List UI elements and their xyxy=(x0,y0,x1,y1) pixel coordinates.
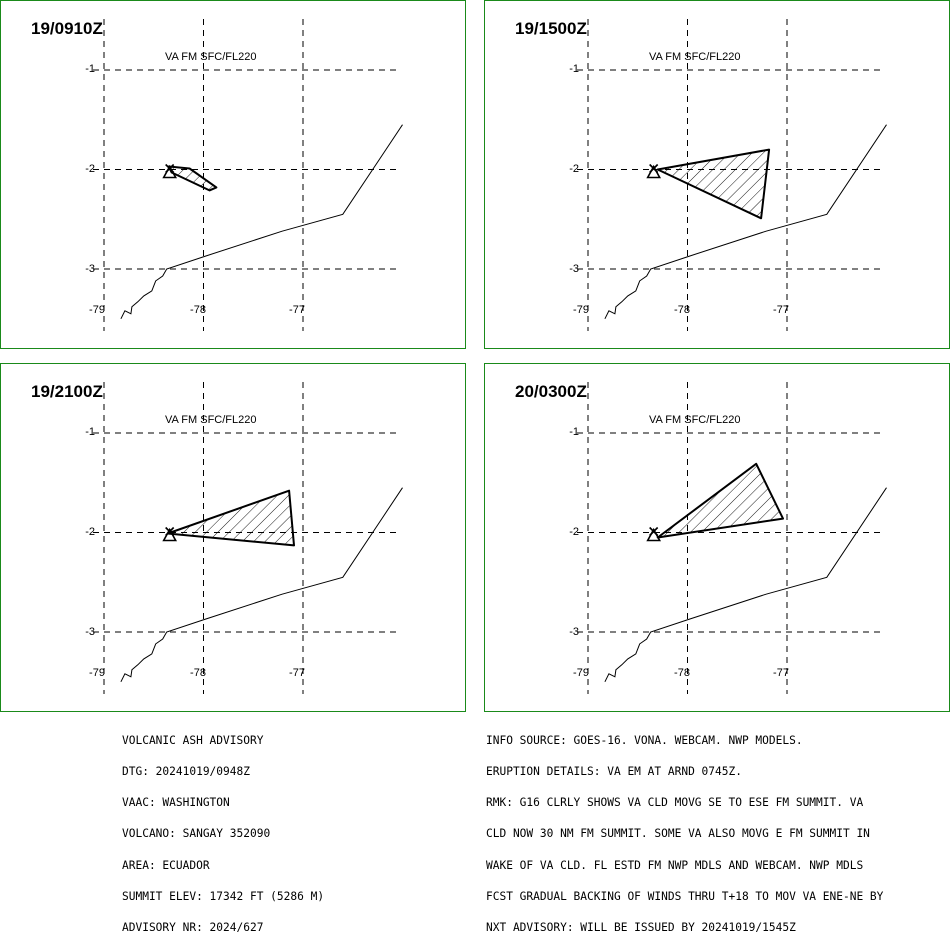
lat-tick-label: -1 xyxy=(85,426,95,438)
coastline xyxy=(604,487,887,683)
forecast-panel-0910: 19/0910Z VA FM SFC/FL220 -1 -2 -3 -79 -7… xyxy=(0,0,466,349)
lon-tick-label: -78 xyxy=(674,304,690,316)
lat-tick-label: -3 xyxy=(85,626,95,638)
lon-tick-label: -79 xyxy=(89,667,105,679)
lon-tick-label: -79 xyxy=(573,667,589,679)
lat-tick-label: -1 xyxy=(569,426,579,438)
forecast-panel-2100: 19/2100Z VA FM SFC/FL220 -1 -2 -3 -79 -7… xyxy=(0,363,466,712)
lon-tick-label: -77 xyxy=(773,667,789,679)
lat-tick-label: -2 xyxy=(85,526,95,538)
map-area xyxy=(93,19,403,331)
panel-time-label: 20/0300Z xyxy=(515,382,587,401)
lat-tick-label: -2 xyxy=(569,163,579,175)
x-stroke xyxy=(649,526,659,537)
panel-time-label: 19/1500Z xyxy=(515,19,587,38)
volcano-marker-icon xyxy=(162,526,178,542)
lat-tick-label: -2 xyxy=(85,163,95,175)
advisory-line: ADVISORY NR: 2024/627 xyxy=(122,921,264,935)
remark-line: NXT ADVISORY: WILL BE ISSUED BY 20241019… xyxy=(486,921,796,935)
map-area xyxy=(577,382,887,694)
advisory-line: DTG: 20241019/0948Z xyxy=(122,765,250,779)
ash-cloud-polygon xyxy=(656,462,784,539)
lon-tick-label: -77 xyxy=(289,667,305,679)
lat-tick-label: -3 xyxy=(569,626,579,638)
lon-tick-label: -79 xyxy=(89,304,105,316)
x-stroke xyxy=(165,526,175,537)
x-stroke xyxy=(165,163,175,174)
advisory-line: AREA: ECUADOR xyxy=(122,858,210,872)
remark-line: CLD NOW 30 NM FM SUMMIT. SOME VA ALSO MO… xyxy=(486,827,870,841)
panel-time-label: 19/2100Z xyxy=(31,382,103,401)
lat-tick-label: -3 xyxy=(569,263,579,275)
advisory-line: SUMMIT ELEV: 17342 FT (5286 M) xyxy=(122,889,325,903)
lon-tick-label: -78 xyxy=(674,667,690,679)
remark-line: WAKE OF VA CLD. FL ESTD FM NWP MDLS AND … xyxy=(486,858,864,872)
advisory-header-block: VOLCANIC ASH ADVISORY DTG: 20241019/0948… xyxy=(122,715,324,944)
forecast-panel-0300: 20/0300Z VA FM SFC/FL220 -1 -2 -3 -79 -7… xyxy=(484,363,950,712)
panel-level-label: VA FM SFC/FL220 xyxy=(649,51,741,63)
lon-tick-label: -78 xyxy=(190,667,206,679)
lon-tick-label: -78 xyxy=(190,304,206,316)
volcano-marker-icon xyxy=(162,163,178,179)
coastline xyxy=(120,487,403,683)
advisory-line: VAAC: WASHINGTON xyxy=(122,796,230,810)
advisory-line: VOLCANIC ASH ADVISORY xyxy=(122,733,264,747)
advisory-remarks-block: INFO SOURCE: GOES-16. VONA. WEBCAM. NWP … xyxy=(486,715,883,944)
lat-tick-label: -3 xyxy=(85,263,95,275)
panel-level-label: VA FM SFC/FL220 xyxy=(649,414,741,426)
ash-cloud-polygon xyxy=(166,489,295,547)
ash-cloud-polygon xyxy=(656,148,771,220)
volcano-marker-icon xyxy=(646,163,662,179)
lon-tick-label: -77 xyxy=(289,304,305,316)
coastline xyxy=(604,124,887,320)
x-stroke xyxy=(649,163,659,174)
map-area xyxy=(93,382,403,694)
ash-cloud-polygon xyxy=(167,165,218,192)
forecast-panel-1500: 19/1500Z VA FM SFC/FL220 -1 -2 -3 -79 -7… xyxy=(484,0,950,349)
remark-line: ERUPTION DETAILS: VA EM AT ARND 0745Z. xyxy=(486,765,742,779)
lat-tick-label: -1 xyxy=(569,63,579,75)
lat-tick-label: -1 xyxy=(85,63,95,75)
lon-tick-label: -79 xyxy=(573,304,589,316)
panel-time-label: 19/0910Z xyxy=(31,19,103,38)
panel-level-label: VA FM SFC/FL220 xyxy=(165,414,257,426)
lat-tick-label: -2 xyxy=(569,526,579,538)
remark-line: RMK: G16 CLRLY SHOWS VA CLD MOVG SE TO E… xyxy=(486,796,864,810)
lon-tick-label: -77 xyxy=(773,304,789,316)
map-area xyxy=(577,19,887,331)
volcano-marker-icon xyxy=(646,526,662,542)
remark-line: INFO SOURCE: GOES-16. VONA. WEBCAM. NWP … xyxy=(486,733,803,747)
advisory-line: VOLCANO: SANGAY 352090 xyxy=(122,827,271,841)
coastline xyxy=(120,124,403,320)
remark-line: FCST GRADUAL BACKING OF WINDS THRU T+18 … xyxy=(486,889,884,903)
panel-level-label: VA FM SFC/FL220 xyxy=(165,51,257,63)
